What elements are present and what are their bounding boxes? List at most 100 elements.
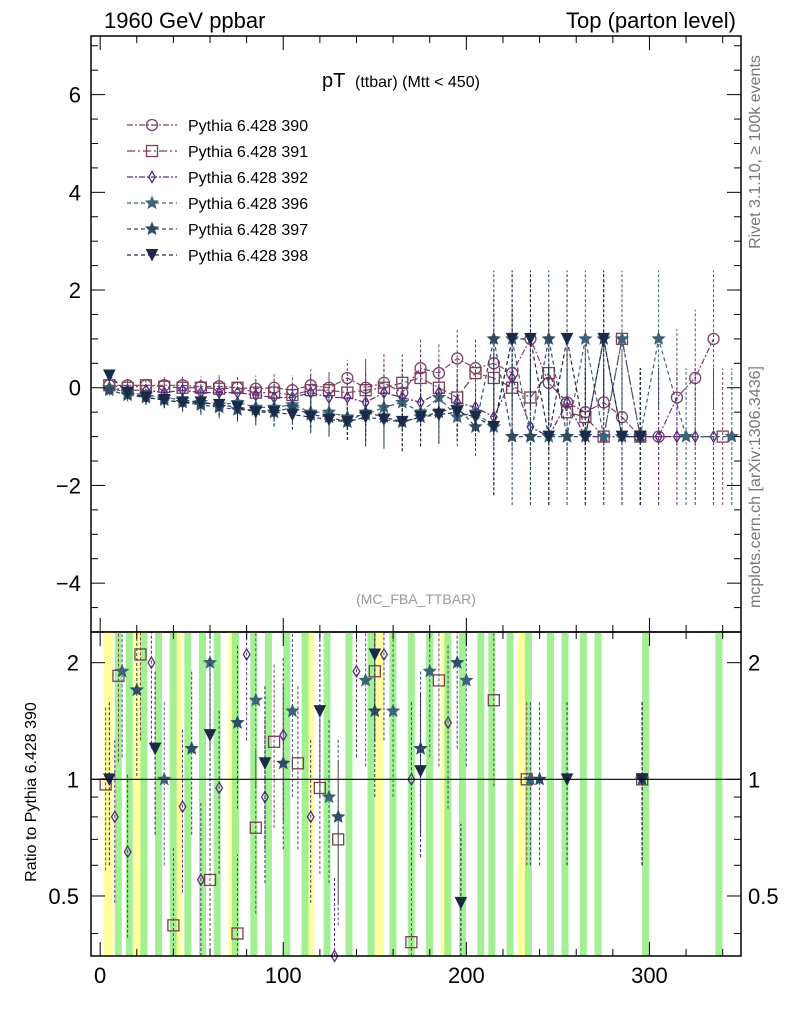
data-point <box>541 331 556 345</box>
uncertainty-band-green <box>594 632 602 956</box>
uncertainty-band-green <box>231 632 239 956</box>
uncertainty-band-green <box>323 632 331 956</box>
ratio-point <box>487 694 500 707</box>
ratio-frame <box>90 631 742 957</box>
ratio-point <box>432 674 446 687</box>
legend-marker <box>145 249 159 262</box>
y-tick-label: 4 <box>69 180 81 205</box>
data-point <box>395 415 409 429</box>
uncertainty-band-green <box>140 632 148 956</box>
uncertainty-band-green <box>488 632 496 956</box>
data-point <box>286 408 299 422</box>
legend-marker <box>147 170 157 184</box>
ratio-y-tick-label: 1 <box>67 767 79 792</box>
legend-label: Pythia 6.428 392 <box>188 170 308 187</box>
uncertainty-band-yellow <box>133 632 143 956</box>
main-title-sub: (ttbar) (Mtt < 450) <box>355 74 480 91</box>
ratio-point <box>134 648 147 661</box>
uncertainty-band-green <box>155 632 163 956</box>
legend-entry-2: Pythia 6.428 391 <box>127 144 308 161</box>
data-point <box>450 406 464 419</box>
y-tick-label: −4 <box>56 571 81 596</box>
uncertainty-band-green <box>579 632 587 956</box>
uncertainty-band-green <box>506 632 514 956</box>
legend-label: Pythia 6.428 396 <box>188 196 308 213</box>
data-point <box>597 332 610 346</box>
data-point <box>524 332 537 346</box>
uncertainty-band-green <box>301 632 309 956</box>
data-point <box>231 401 244 414</box>
data-point <box>560 332 574 346</box>
legend-entry-4: Pythia 6.428 396 <box>127 195 308 213</box>
data-point <box>377 413 391 427</box>
data-point <box>304 384 317 397</box>
ratio-point <box>407 772 416 787</box>
data-point <box>139 391 153 405</box>
y-tick-label: 0 <box>69 376 81 401</box>
ratio-point <box>532 771 547 786</box>
uncertainty-band-yellow <box>374 632 384 956</box>
uncertainty-band-yellow <box>305 632 315 956</box>
ratio-point <box>313 781 327 795</box>
uncertainty-band-green <box>345 632 353 956</box>
ratio-point <box>258 757 272 770</box>
legend-marker <box>145 144 159 158</box>
legend: Pythia 6.428 390 Pythia 6.428 391 Pythia 6… <box>127 118 308 265</box>
data-point <box>651 331 666 345</box>
ratio-point <box>321 789 337 804</box>
data-point <box>194 396 208 410</box>
data-point <box>249 406 263 419</box>
data-point <box>523 429 538 443</box>
ratio-point <box>184 741 199 755</box>
uncertainty-band-green <box>283 632 291 956</box>
ratio-ylabel: Ratio to Pythia 6.428 390 <box>23 702 40 882</box>
data-point <box>614 331 630 345</box>
ratio-point <box>242 647 251 662</box>
legend-entry-6: Pythia 6.428 398 <box>127 248 308 265</box>
legend-marker <box>144 195 160 210</box>
uncertainty-band-green <box>561 632 569 956</box>
data-point <box>542 430 556 444</box>
ratio-point <box>379 647 389 662</box>
ratio-point <box>203 729 217 742</box>
series-line <box>109 376 714 438</box>
ratio-plot-panel: 0.5 0.5 1 1 2 2 0 100 200 300 Ratio to Pythia 6.4… <box>23 631 779 988</box>
series-6 <box>103 270 647 505</box>
ratio-point <box>279 728 288 742</box>
ratio-series-3 <box>114 632 650 884</box>
ratio-point <box>313 705 327 718</box>
ratio-y-tick-label: 0.5 <box>48 884 79 909</box>
data-point <box>578 331 593 345</box>
uncertainty-band-yellow <box>103 632 113 956</box>
legend-entry-3: Pythia 6.428 392 <box>127 170 308 187</box>
ratio-point <box>385 703 401 718</box>
uncertainty-band-green <box>367 632 375 956</box>
uncertainty-band-green <box>426 632 434 956</box>
ratio-point <box>167 919 180 932</box>
x-tick-label: 200 <box>448 963 485 988</box>
uncertainty-band-green <box>459 632 467 956</box>
rivet-label: Rivet 3.1.10, ≥ 100k events <box>747 55 764 249</box>
uncertainty-band-green <box>715 632 723 956</box>
uncertainty-band-green <box>524 632 532 956</box>
ratio-point <box>454 896 468 910</box>
data-point <box>654 429 663 444</box>
data-point <box>157 393 171 407</box>
data-point <box>469 366 482 380</box>
uncertainty-band-green <box>477 632 485 956</box>
data-point <box>341 415 354 429</box>
data-point <box>322 384 336 397</box>
uncertainty-band-green <box>642 632 650 956</box>
data-point <box>121 386 134 400</box>
data-point <box>212 398 226 412</box>
ratio-point <box>306 810 315 824</box>
series-line <box>108 338 641 438</box>
ratio-point <box>291 757 305 770</box>
data-point <box>579 430 592 444</box>
data-point <box>359 411 372 424</box>
ratio-point <box>358 672 373 687</box>
ratio-point <box>459 672 474 687</box>
ratio-point <box>285 703 300 718</box>
series-2 <box>103 270 729 505</box>
data-point <box>414 371 427 385</box>
